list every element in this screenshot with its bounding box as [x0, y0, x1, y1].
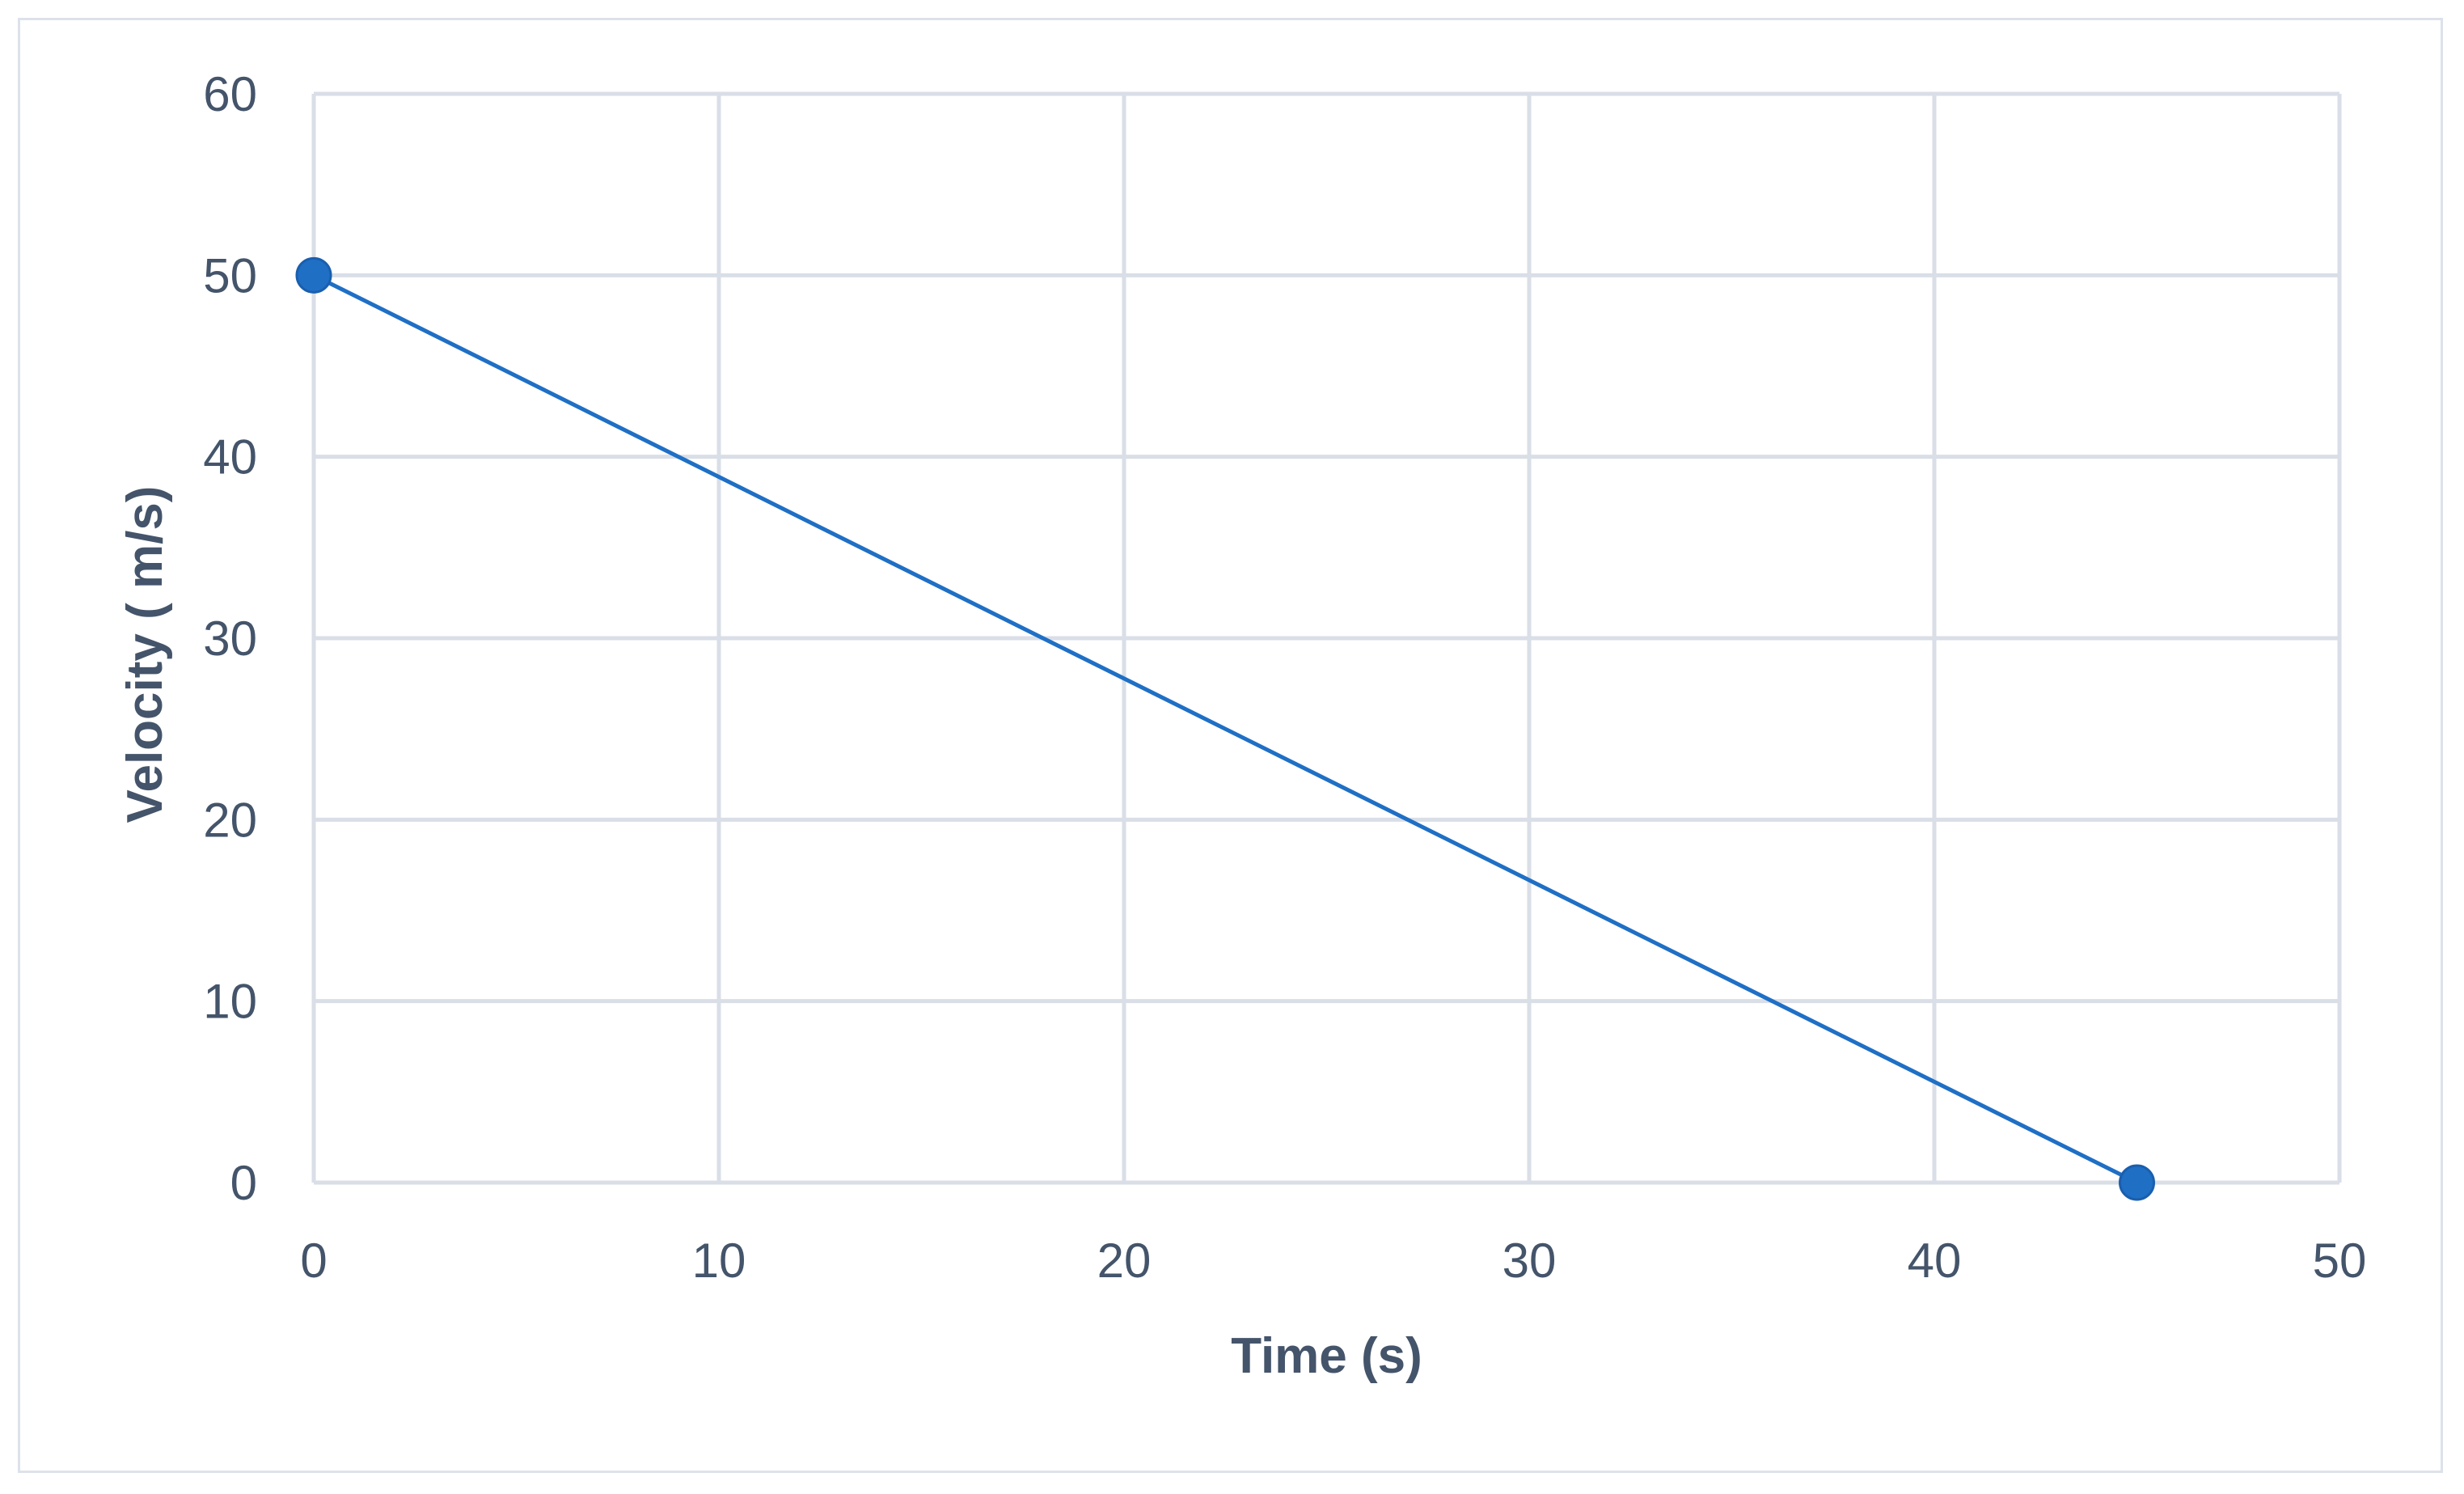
grid	[311, 91, 2342, 1185]
x-tick-label: 30	[1502, 1234, 1557, 1288]
x-tick-label: 40	[1908, 1234, 1962, 1288]
data-point-marker	[2119, 1164, 2155, 1201]
chart-frame	[18, 18, 2443, 1473]
x-tick-label: 20	[1097, 1234, 1152, 1288]
x-tick-label: 50	[2313, 1234, 2367, 1288]
y-tick-label: 0	[230, 1156, 257, 1210]
y-tick-label: 50	[203, 248, 257, 303]
series	[295, 256, 2155, 1201]
y-tick-label: 60	[203, 67, 257, 121]
x-axis-title: Time (s)	[1231, 1328, 1422, 1384]
x-tick-label: 10	[692, 1234, 746, 1288]
data-point-marker	[295, 256, 332, 294]
y-tick-label: 40	[203, 430, 257, 485]
series-line	[312, 273, 2138, 1185]
x-axis-ticks: 0 10 20 30 40 50	[300, 1234, 2366, 1288]
x-tick-label: 0	[300, 1234, 327, 1288]
y-tick-label: 30	[203, 612, 257, 666]
y-axis-title: Velocity ( m/s)	[117, 486, 173, 823]
y-tick-label: 10	[203, 975, 257, 1029]
y-axis-ticks: 0 10 20 30 40 50 60	[203, 67, 257, 1210]
y-tick-label: 20	[203, 793, 257, 847]
